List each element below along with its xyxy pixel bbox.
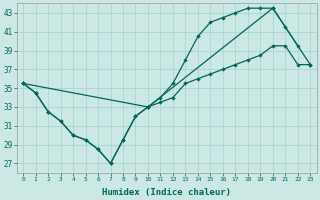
X-axis label: Humidex (Indice chaleur): Humidex (Indice chaleur) (102, 188, 231, 197)
